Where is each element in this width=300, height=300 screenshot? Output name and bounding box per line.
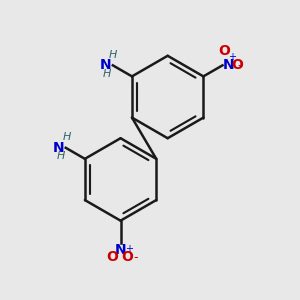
Text: +: + [125, 244, 133, 254]
Text: N: N [223, 58, 234, 72]
Text: H: H [63, 133, 71, 142]
Text: +: + [228, 52, 236, 62]
Text: N: N [100, 58, 112, 72]
Text: O: O [218, 44, 230, 58]
Text: H: H [103, 69, 111, 79]
Text: N: N [53, 141, 65, 155]
Text: O: O [106, 250, 118, 264]
Text: N: N [115, 243, 126, 257]
Text: H: H [56, 151, 64, 161]
Text: O: O [231, 58, 243, 72]
Text: -: - [238, 59, 242, 72]
Text: H: H [109, 50, 117, 60]
Text: O: O [121, 250, 133, 264]
Text: -: - [133, 251, 137, 264]
